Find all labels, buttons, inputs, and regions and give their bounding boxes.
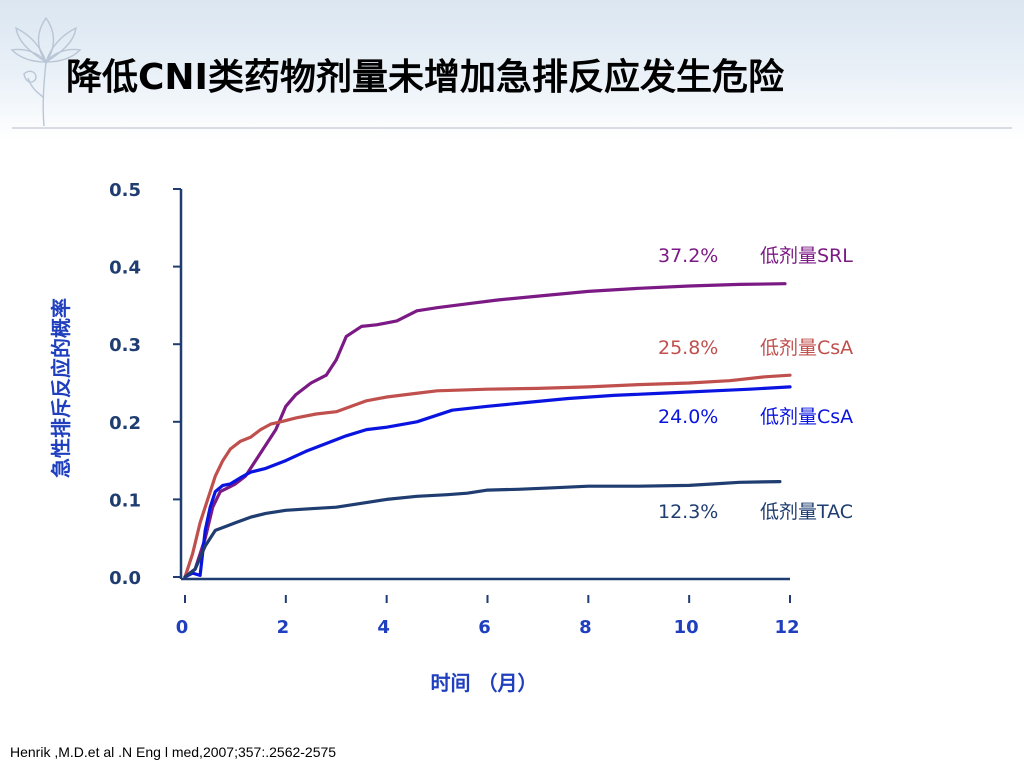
series-line-2 (183, 373, 792, 579)
series-line-1 (183, 282, 787, 579)
x-tick-label: 0 (176, 617, 189, 638)
series-name-label: 低剂量TAC (760, 501, 853, 523)
series-end-value: 37.2% (658, 245, 718, 267)
header-divider (12, 127, 1012, 129)
slide-title: 降低CNI类药物剂量未增加急排反应发生危险 (66, 57, 784, 98)
series-name-label: 低剂量CsA (760, 406, 853, 428)
series-line-3 (183, 385, 792, 579)
header-background (0, 0, 1024, 140)
y-tick-label: 0.0 (109, 568, 141, 589)
series-line-4 (183, 480, 782, 579)
chart-axes: 0.0 0.1 0.2 0.3 0.4 0.5 0 2 4 6 8 10 12 (109, 180, 799, 638)
y-tick-label: 0.2 (109, 413, 141, 434)
lotus-logo-icon (10, 16, 82, 127)
x-tick-label: 12 (774, 617, 799, 638)
y-tick-label: 0.1 (109, 490, 141, 511)
x-tick-label: 2 (277, 617, 290, 638)
series-name-label: 低剂量SRL (760, 245, 853, 267)
y-axis-label: 急性排斥反应的概率 (49, 298, 73, 478)
citation-text: Henrik ,M.D.et al .N Eng l med,2007;357:… (10, 744, 337, 760)
series-end-value: 12.3% (658, 501, 718, 523)
x-tick-label: 6 (478, 617, 491, 638)
x-tick-label: 10 (674, 617, 699, 638)
series-end-value: 24.0% (658, 406, 718, 428)
series-end-value: 25.8% (658, 337, 718, 359)
y-tick-label: 0.5 (109, 180, 141, 201)
y-tick-label: 0.3 (109, 335, 141, 356)
chart-series-group (183, 282, 792, 579)
y-tick-label: 0.4 (109, 258, 141, 279)
x-tick-label: 8 (579, 617, 592, 638)
x-tick-label: 4 (377, 617, 390, 638)
x-axis-label: 时间 （月） (431, 671, 538, 695)
series-name-label: 低剂量CsA (760, 337, 853, 359)
chart-series-labels: 37.2% 低剂量SRL 25.8% 低剂量CsA 24.0% 低剂量CsA 12.3% 低剂… (658, 245, 853, 523)
